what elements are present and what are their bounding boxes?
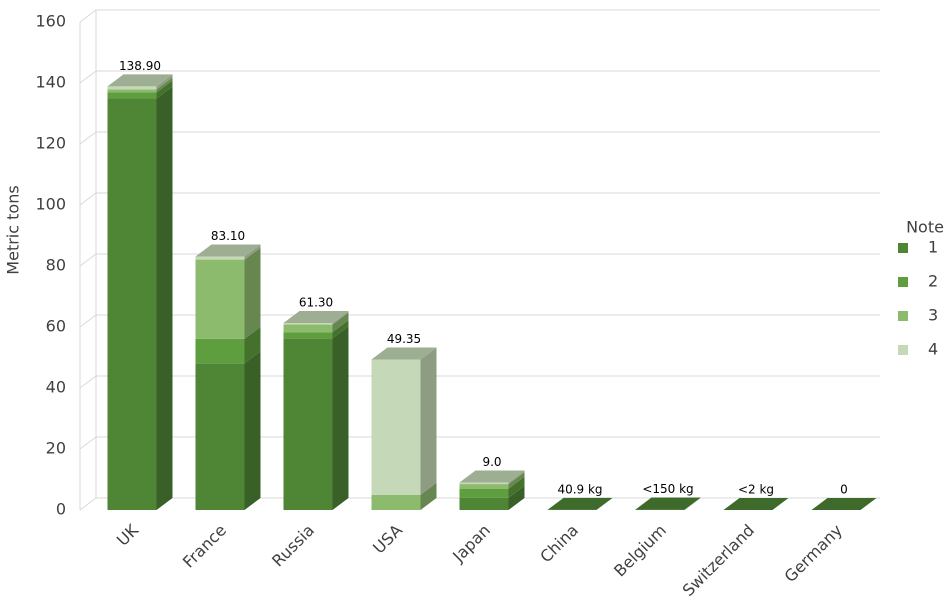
y-tick-label: 80 <box>46 256 66 275</box>
y-tick-label: 160 <box>35 12 66 31</box>
bar-segment <box>107 92 157 99</box>
legend-label: 4 <box>928 340 938 359</box>
bar-side <box>332 311 349 325</box>
value-label: 9.0 <box>482 455 501 469</box>
legend-title: Note <box>906 218 944 237</box>
bar-side <box>508 472 525 489</box>
bar-segment <box>459 482 509 485</box>
y-tick-label: 120 <box>35 134 66 153</box>
bar-segment <box>107 98 157 511</box>
value-label: 0 <box>840 483 848 497</box>
bar-side <box>244 247 261 339</box>
bar-side <box>244 244 261 260</box>
x-tick-label: Switzerland <box>679 521 758 600</box>
bar-side <box>772 497 789 510</box>
legend-label: 1 <box>928 238 938 257</box>
legend-swatch <box>898 345 908 355</box>
bar-segment <box>283 323 333 325</box>
grid-line <box>79 70 880 84</box>
x-tick-label: Russia <box>268 521 318 571</box>
bar-top <box>459 470 525 483</box>
y-tick-label: 140 <box>35 73 66 92</box>
legend-label: 3 <box>928 306 938 325</box>
bar-segment <box>371 359 421 495</box>
legend-swatch <box>898 311 908 321</box>
bar-side <box>684 497 701 510</box>
bar-side <box>596 497 613 510</box>
x-tick-label: Japan <box>448 521 494 567</box>
bar-top <box>723 497 789 510</box>
bar-side <box>244 326 261 364</box>
y-tick-label: 40 <box>46 378 66 397</box>
x-tick-label: Belgium <box>610 521 670 581</box>
bar-side <box>508 470 525 485</box>
value-label: <150 kg <box>642 482 693 496</box>
grid-line <box>79 131 880 145</box>
bar-side <box>332 320 349 339</box>
bar-segment <box>459 484 509 489</box>
y-tick-label: 60 <box>46 317 66 336</box>
bar-side <box>156 86 173 511</box>
bar-top <box>547 497 613 510</box>
bar-top <box>283 311 349 324</box>
bar-segment <box>459 488 509 498</box>
bar-top <box>811 498 877 510</box>
grid-line <box>79 192 880 206</box>
bar-side <box>156 74 173 90</box>
bar-segment <box>195 363 245 510</box>
y-tick-label: 0 <box>56 500 66 519</box>
bar-side <box>420 482 437 510</box>
y-tick-label: 100 <box>35 195 66 214</box>
bar-side <box>420 347 437 495</box>
value-label: 49.35 <box>387 332 421 346</box>
bar-side <box>156 77 173 93</box>
bar-side <box>156 80 173 99</box>
x-tick-label: Germany <box>781 521 846 586</box>
bar-side <box>244 351 261 510</box>
bar-segment <box>283 338 333 510</box>
bar-segment <box>459 497 509 510</box>
bar-segment <box>283 332 333 339</box>
bar-side <box>508 476 525 498</box>
bar-top <box>195 244 261 257</box>
y-axis-title: Metric tons <box>4 185 23 274</box>
value-label: 138.90 <box>119 59 161 73</box>
value-label: 40.9 kg <box>557 482 602 496</box>
bar-segment <box>195 256 245 260</box>
bar-top <box>107 74 173 87</box>
value-label: 83.10 <box>211 229 245 243</box>
bar-segment <box>371 494 421 510</box>
legend-label: 2 <box>928 272 938 291</box>
value-label: 61.30 <box>299 296 333 310</box>
x-tick-label: USA <box>369 521 406 558</box>
bar-segment <box>107 86 157 90</box>
grid-line <box>79 9 880 23</box>
value-label: <2 kg <box>738 482 774 496</box>
x-tick-label: China <box>536 521 582 567</box>
bar-segment <box>195 259 245 339</box>
bar-side <box>332 326 349 510</box>
x-tick-label: France <box>179 521 230 572</box>
y-tick-label: 20 <box>46 439 66 458</box>
bar-side <box>508 485 525 510</box>
bar-top <box>635 497 701 510</box>
bar-top <box>371 347 437 360</box>
bar-segment <box>195 338 245 364</box>
legend-swatch <box>898 243 908 253</box>
bar-segment <box>283 324 333 333</box>
bar-segment <box>107 89 157 93</box>
x-tick-label: UK <box>113 520 142 549</box>
legend-swatch <box>898 277 908 287</box>
bar-side <box>332 312 349 333</box>
